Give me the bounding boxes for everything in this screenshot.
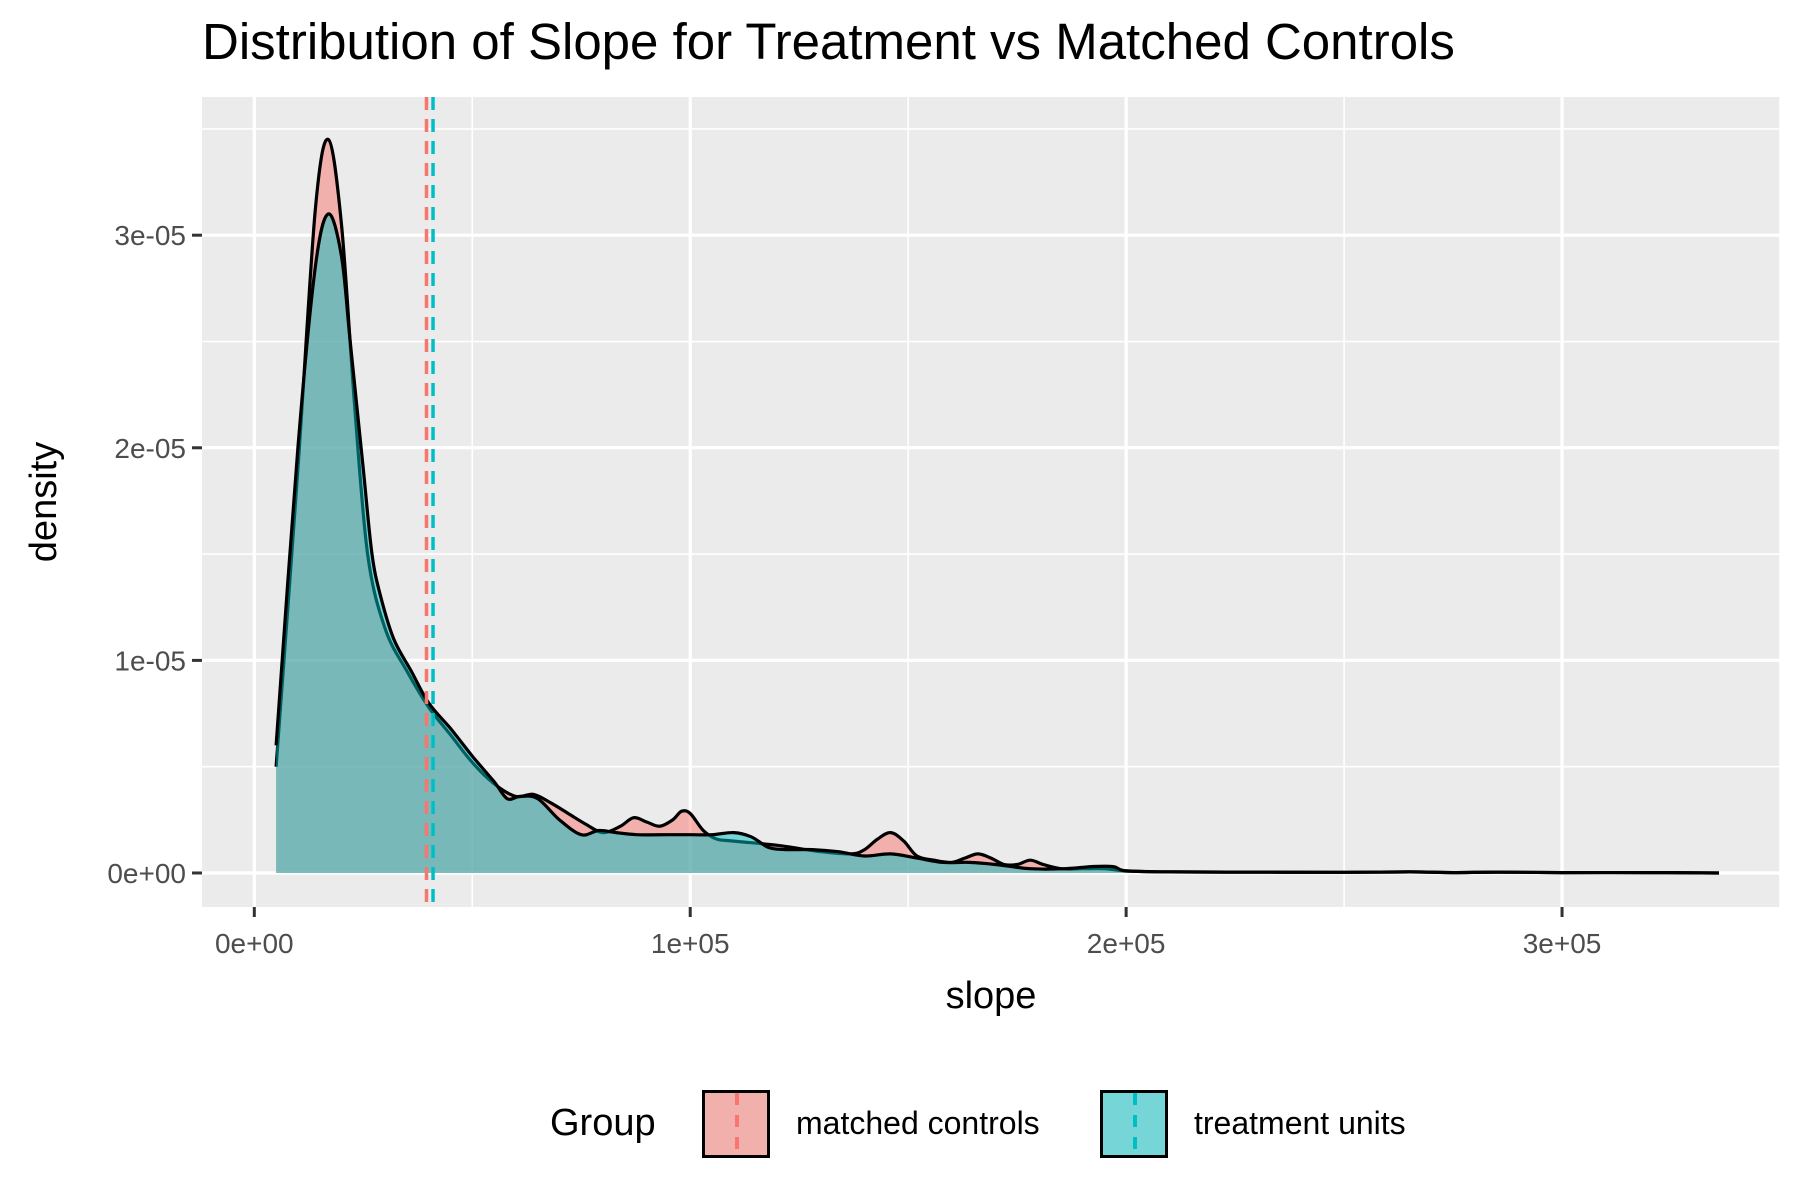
legend-mean-dash-matched-controls [735,1093,739,1155]
chart-title: Distribution of Slope for Treatment vs M… [202,13,1455,70]
y-axis-title: density [23,442,65,562]
legend-title: Group [550,1102,656,1144]
chart-svg: 0e+00 1e+05 2e+05 3e+05 0e+00 1e-05 2e-05 3e-0… [23,97,1781,1017]
mean-lines [424,97,435,907]
density-line-treatment-units [274,212,1720,875]
x-tick-label-1: 1e+05 [651,928,730,959]
y-tick-label-3: 3e-05 [114,220,186,251]
legend-key-matched-controls [702,1090,770,1158]
legend-label-treatment-units: treatment units [1194,1105,1406,1141]
series-layer [274,137,1720,875]
density-area-treatment-units [276,213,1720,873]
y-axis: 0e+00 1e-05 2e-05 3e-05 [107,220,202,889]
legend-label-matched-controls: matched controls [796,1105,1040,1141]
y-tick-label-1: 1e-05 [114,645,186,676]
y-tick-label-2: 2e-05 [114,433,186,464]
y-tick-label-0: 0e+00 [107,858,186,889]
x-tick-label-0: 0e+00 [215,928,294,959]
x-axis: 0e+00 1e+05 2e+05 3e+05 [215,907,1601,959]
x-tick-label-2: 2e+05 [1087,928,1166,959]
x-axis-title: slope [946,975,1037,1017]
legend-mean-dash-treatment-units [1133,1093,1137,1155]
x-tick-label-3: 3e+05 [1523,928,1602,959]
legend-key-treatment-units [1100,1090,1168,1158]
